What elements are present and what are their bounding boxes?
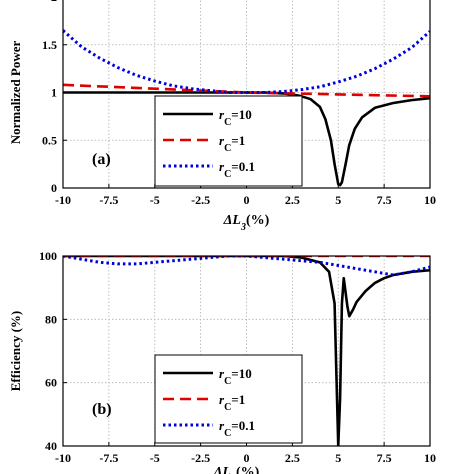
legend-entry-value: =0.1 <box>231 418 255 433</box>
legend-entry: rC=0.1 <box>219 418 255 439</box>
x-tick-label: -2.5 <box>191 193 210 207</box>
y-tick-label: 100 <box>39 249 57 263</box>
y-tick-label: 0.5 <box>42 133 57 147</box>
legend-entry-sub: C <box>224 117 231 128</box>
x-axis-label-unit: (%) <box>236 465 260 474</box>
x-tick-label: 5 <box>335 193 341 207</box>
x-axis-label-unit: (%) <box>246 213 270 228</box>
legend-entry-sub: C <box>224 143 231 154</box>
series-group <box>63 29 430 187</box>
y-axis-label: Efficiency (%) <box>8 311 23 392</box>
legend-box <box>154 95 303 187</box>
y-tick-label: 80 <box>45 312 57 326</box>
chart-panel-b: -10 -7.5 -5 -2.5 0 2.5 5 7.5 10 40 60 80 100 (b) Effic… <box>8 249 436 474</box>
legend-entry-main: r <box>219 418 225 433</box>
x-tick-label: -10 <box>55 451 71 465</box>
panel-label: (a) <box>92 151 111 168</box>
legend-entry: rC=10 <box>219 107 252 128</box>
legend-entry-value: =1 <box>231 392 245 407</box>
y-axis-label: Normalized Power <box>8 40 23 144</box>
legend-entry-value: =10 <box>231 366 251 381</box>
legend-entry-main: r <box>219 366 225 381</box>
x-tick-label: 10 <box>424 451 436 465</box>
legend-entry-value: =0.1 <box>231 159 255 174</box>
x-axis-label-symbol: ΔL <box>213 465 231 474</box>
x-tick-label: 7.5 <box>377 451 392 465</box>
panel-label: (b) <box>92 401 112 418</box>
chart-panel-a: -10 -7.5 -5 -2.5 0 2.5 5 7.5 10 0 0.5 1 1.5 2 (a) Norma… <box>8 0 436 233</box>
x-tick-label: 2.5 <box>285 193 300 207</box>
legend-entry-main: r <box>219 107 225 122</box>
x-tick-label: 10 <box>424 193 436 207</box>
x-tick-label: -5 <box>150 193 160 207</box>
legend-entry: rC=1 <box>219 392 245 413</box>
x-tick-label: 5 <box>335 451 341 465</box>
x-tick-label: 7.5 <box>377 193 392 207</box>
legend-entry-main: r <box>219 392 225 407</box>
y-tick-label: 40 <box>45 439 57 453</box>
y-tick-label: 1.5 <box>42 38 57 52</box>
legend-entry-main: r <box>219 159 225 174</box>
x-tick-label: 2.5 <box>285 451 300 465</box>
legend-entry-sub: C <box>224 169 231 180</box>
legend-entry-sub: C <box>224 376 231 387</box>
series-line-rc-1 <box>63 83 430 98</box>
axes-frame <box>62 0 431 189</box>
x-tick-label: -7.5 <box>99 451 118 465</box>
x-tick-label: 0 <box>244 451 250 465</box>
legend-entry: rC=1 <box>219 133 245 154</box>
axes-frame <box>62 255 431 447</box>
x-axis-label: ΔL3(%) <box>223 213 270 233</box>
legend-entry-main: r <box>219 133 225 148</box>
x-tick-label: -2.5 <box>191 451 210 465</box>
y-tick-label: 60 <box>45 376 57 390</box>
legend-entry-value: =1 <box>231 133 245 148</box>
x-tick-label: -7.5 <box>99 193 118 207</box>
x-axis-label-symbol: ΔL <box>223 213 241 228</box>
x-tick-label: -5 <box>150 451 160 465</box>
series-line-rc-0-1 <box>63 256 430 277</box>
series-group <box>63 256 430 446</box>
legend-entry: rC=10 <box>219 366 252 387</box>
legend-entry: rC=0.1 <box>219 159 255 180</box>
x-axis-label-sub: 3 <box>240 222 246 233</box>
y-tick-label: 0 <box>51 181 57 195</box>
y-tick-label: 2 <box>51 0 57 4</box>
x-tick-label: 0 <box>244 193 250 207</box>
x-axis-label: ΔL3(%) <box>213 465 260 474</box>
legend-box <box>154 354 303 444</box>
y-tick-label: 1 <box>51 86 57 100</box>
series-line-rc-0-1 <box>63 29 430 94</box>
x-tick-label: -10 <box>55 193 71 207</box>
legend-entry-sub: C <box>224 402 231 413</box>
legend-entry-sub: C <box>224 428 231 439</box>
legend-entry-value: =10 <box>231 107 251 122</box>
